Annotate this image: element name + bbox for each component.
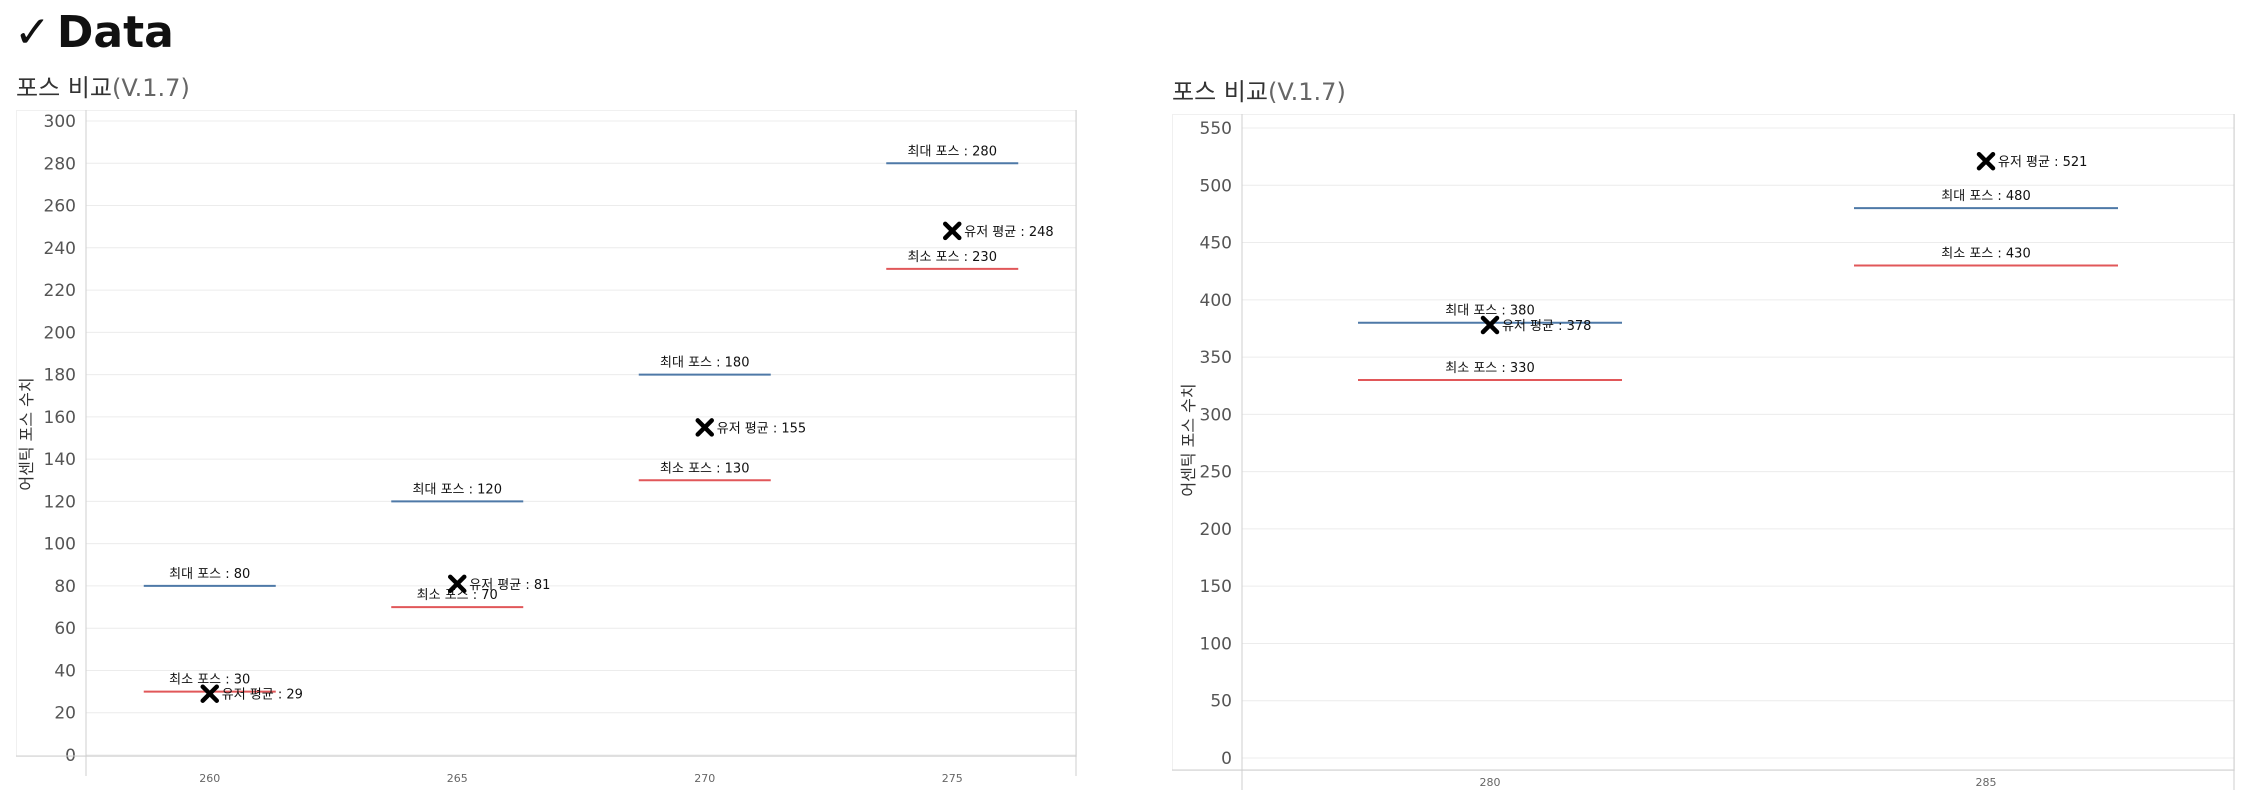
data-label: 최소 포스 : 330 — [1445, 361, 1534, 376]
y-tick-label: 180 — [44, 366, 76, 386]
y-tick-label: 200 — [44, 323, 76, 343]
y-axis-title: 어센틱 포스 수치 — [17, 377, 36, 490]
average-marker — [695, 418, 714, 437]
y-tick-label: 50 — [1210, 692, 1232, 712]
average-marker — [943, 221, 962, 241]
x-tick-label: 275 — [942, 772, 963, 785]
y-tick-label: 550 — [1200, 119, 1232, 139]
data-label: 최대 포스 : 180 — [660, 356, 749, 371]
y-tick-label: 0 — [1221, 749, 1232, 769]
chart-2-frame — [1172, 114, 2235, 771]
data-label: 유저 평균 : 155 — [717, 421, 806, 436]
y-tick-label: 240 — [44, 239, 76, 259]
y-tick-label: 40 — [54, 661, 76, 681]
y-axis-title: 어센틱 포스 수치 — [1179, 383, 1198, 496]
y-tick-label: 140 — [44, 450, 76, 470]
y-tick-label: 100 — [1200, 634, 1232, 654]
data-label: 유저 평균 : 521 — [1998, 155, 2087, 170]
data-label: 최대 포스 : 120 — [413, 482, 502, 497]
y-tick-label: 20 — [54, 704, 76, 724]
x-tick-label: 265 — [447, 772, 468, 785]
data-label: 유저 평균 : 248 — [964, 225, 1053, 240]
data-label: 최대 포스 : 280 — [908, 144, 997, 159]
y-tick-label: 260 — [44, 197, 76, 217]
chart-2-title: 포스 비교(V.1.7) — [1172, 72, 1346, 107]
chart-2-plot: 0 50 100 150 200 250 300 350 400 450 500 550 어센틱 포스 … — [1172, 114, 2235, 790]
data-label: 최소 포스 : 130 — [660, 461, 749, 476]
data-label: 최대 포스 : 480 — [1941, 189, 2030, 204]
data-label: 최대 포스 : 80 — [169, 567, 250, 582]
average-marker — [1480, 315, 1500, 335]
page-header: ✓ Data — [14, 2, 174, 62]
y-tick-label: 80 — [54, 577, 76, 597]
data-label: 최소 포스 : 70 — [417, 588, 498, 603]
y-tick-label: 300 — [44, 112, 76, 132]
data-label: 최소 포스 : 430 — [1941, 246, 2030, 261]
chart-1-frame — [16, 110, 1077, 757]
check-icon: ✓ — [14, 6, 51, 58]
chart-2-version: (V.1.7) — [1267, 78, 1346, 106]
y-tick-label: 280 — [44, 154, 76, 174]
chart-1-title: 포스 비교(V.1.7) — [16, 68, 190, 103]
data-label: 최소 포스 : 230 — [908, 250, 997, 265]
data-label: 최대 포스 : 380 — [1445, 304, 1534, 319]
y-tick-label: 300 — [1200, 405, 1232, 425]
average-marker — [1976, 151, 1996, 171]
chart-1-version: (V.1.7) — [111, 74, 190, 102]
y-tick-label: 150 — [1200, 577, 1232, 597]
y-tick-label: 350 — [1200, 348, 1232, 368]
y-tick-label: 160 — [44, 408, 76, 428]
page-title: Data — [56, 6, 174, 58]
chart-1-plot: 0204060801001201401601802002202402602803… — [16, 110, 1077, 785]
x-tick-label: 270 — [694, 772, 715, 785]
data-label: 최소 포스 : 30 — [169, 673, 250, 688]
y-tick-label: 120 — [44, 492, 76, 512]
chart-1-title-text: 포스 비교 — [16, 74, 112, 102]
average-marker — [200, 684, 219, 703]
x-tick-label: 280 — [1480, 776, 1501, 789]
x-tick-label: 260 — [199, 772, 220, 785]
data-label: 유저 평균 : 29 — [222, 688, 303, 703]
y-tick-label: 200 — [1200, 520, 1232, 540]
data-label: 유저 평균 : 81 — [469, 578, 550, 593]
y-tick-label: 250 — [1200, 463, 1232, 483]
y-tick-label: 400 — [1200, 291, 1232, 311]
y-tick-label: 500 — [1200, 176, 1232, 196]
average-marker — [448, 574, 467, 594]
y-tick-label: 220 — [44, 281, 76, 301]
y-tick-label: 60 — [54, 619, 76, 639]
y-tick-label: 450 — [1200, 234, 1232, 254]
x-tick-label: 285 — [1976, 776, 1997, 789]
data-label: 유저 평균 : 378 — [1502, 319, 1591, 334]
y-tick-label: 100 — [44, 535, 76, 555]
chart-2-title-text: 포스 비교 — [1172, 78, 1268, 106]
